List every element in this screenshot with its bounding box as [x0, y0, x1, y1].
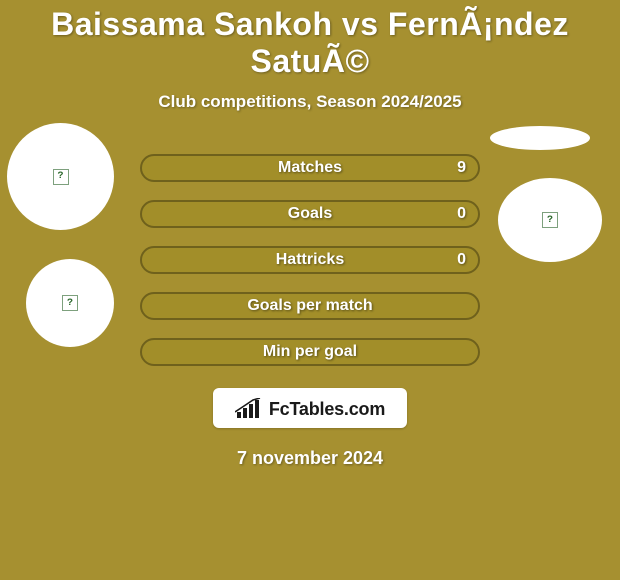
stat-bar-hattricks: Hattricks 0 — [140, 246, 480, 274]
stat-label: Goals per match — [142, 297, 478, 315]
stat-label: Matches — [142, 159, 478, 177]
stat-bar-min-per-goal: Min per goal — [140, 338, 480, 366]
logo-text: FcTables.com — [269, 399, 385, 420]
stat-label: Goals — [142, 205, 478, 223]
stat-value: 0 — [457, 205, 466, 223]
source-logo: FcTables.com — [213, 388, 407, 428]
page-title: Baissama Sankoh vs FernÃ¡ndez SatuÃ© — [0, 6, 620, 80]
stat-bar-goals: Goals 0 — [140, 200, 480, 228]
stat-bar-goals-per-match: Goals per match — [140, 292, 480, 320]
stat-bar-matches: Matches 9 — [140, 154, 480, 182]
stat-label: Hattricks — [142, 251, 478, 269]
stat-value: 9 — [457, 159, 466, 177]
stat-label: Min per goal — [142, 343, 478, 361]
subtitle: Club competitions, Season 2024/2025 — [158, 92, 461, 112]
snapshot-date: 7 november 2024 — [237, 448, 383, 469]
stats-container: Matches 9 Goals 0 Hattricks 0 Goals per … — [140, 154, 480, 366]
barchart-icon — [235, 398, 261, 420]
stat-value: 0 — [457, 251, 466, 269]
